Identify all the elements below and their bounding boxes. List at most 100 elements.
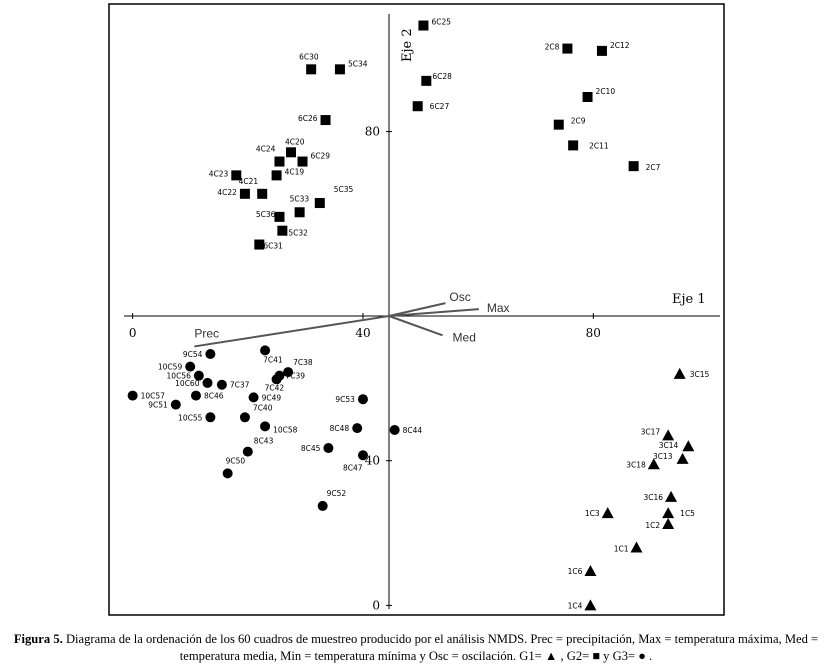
vector-osc-label: Osc bbox=[449, 290, 470, 304]
point-7c38-circle-marker bbox=[283, 367, 294, 378]
point-6c28-square-marker bbox=[421, 75, 432, 86]
point-1c4-triangle-marker bbox=[584, 599, 597, 611]
point-4c20-square-marker bbox=[285, 147, 296, 158]
point-10c59-circle-marker bbox=[185, 361, 196, 372]
point-8c43-label: 8C43 bbox=[254, 437, 274, 446]
vector-layer: Osc Max Med Prec bbox=[194, 290, 510, 348]
point-7c42-circle-marker bbox=[271, 374, 282, 385]
point-4c23-square-marker bbox=[231, 170, 242, 181]
point-5c34-label: 5C34 bbox=[348, 59, 368, 68]
point-9c50-circle-marker bbox=[222, 468, 233, 479]
point-8c47-circle-marker bbox=[357, 450, 368, 461]
point-10c55-circle-marker bbox=[205, 412, 216, 423]
point-2c8-square-marker bbox=[562, 43, 573, 54]
point-8c45-circle-marker bbox=[323, 443, 334, 454]
point-6c27-label: 6C27 bbox=[430, 102, 450, 111]
point-9c52-label: 9C52 bbox=[327, 489, 347, 498]
point-7c41-label: 7C41 bbox=[263, 355, 283, 364]
point-6c30-label: 6C30 bbox=[299, 52, 319, 61]
point-1c5-triangle-marker bbox=[662, 507, 675, 519]
caption-label: Figura 5. bbox=[13, 632, 63, 646]
point-8c45-label: 8C45 bbox=[301, 444, 321, 453]
x-tick-label: 40 bbox=[355, 326, 370, 340]
point-2c9-label: 2C9 bbox=[571, 117, 586, 126]
point-1c2-triangle-marker bbox=[662, 517, 675, 529]
plot-frame bbox=[108, 3, 725, 616]
point-8c46-label: 8C46 bbox=[204, 392, 224, 401]
point-9c51-label: 9C51 bbox=[148, 401, 168, 410]
point-2c7-label: 2C7 bbox=[646, 163, 661, 172]
point-10c56-label: 10C56 bbox=[167, 372, 192, 381]
point-1c6-triangle-marker bbox=[584, 565, 597, 577]
point-1c4-label: 1C4 bbox=[568, 601, 583, 610]
point-3c13-triangle-marker bbox=[676, 452, 689, 464]
point-7c37-circle-marker bbox=[216, 379, 227, 390]
vector-med-line bbox=[388, 315, 443, 337]
point-7c37-label: 7C37 bbox=[230, 381, 250, 390]
point-1c1-triangle-marker bbox=[630, 541, 643, 553]
vector-osc-line bbox=[388, 302, 446, 317]
point-7c39-label: 7C39 bbox=[285, 372, 305, 381]
point-5c33-label: 5C33 bbox=[290, 194, 310, 203]
point-3c18-triangle-marker bbox=[647, 458, 660, 470]
point-8c48-circle-marker bbox=[352, 423, 363, 434]
point-2c10-label: 2C10 bbox=[596, 87, 616, 96]
point-8c44-circle-marker bbox=[389, 424, 400, 435]
point-1c3-triangle-marker bbox=[601, 507, 614, 519]
point-10c57-label: 10C57 bbox=[141, 392, 166, 401]
point-3c16-label: 3C16 bbox=[643, 493, 663, 502]
point-3c14-label: 3C14 bbox=[659, 441, 679, 450]
point-5c34-square-marker bbox=[334, 64, 345, 75]
point-1c1-label: 1C1 bbox=[614, 545, 629, 554]
point-7c42-label: 7C42 bbox=[265, 383, 285, 392]
point-10c58-circle-marker bbox=[260, 421, 271, 432]
vector-prec-label: Prec bbox=[194, 326, 219, 340]
point-6c27-square-marker bbox=[412, 101, 423, 112]
point-4c21-square-marker bbox=[257, 188, 268, 199]
figure-caption: Figura 5. Diagrama de la ordenación de l… bbox=[2, 631, 830, 665]
point-4c23-label: 4C23 bbox=[209, 169, 229, 178]
point-3c15-triangle-marker bbox=[673, 367, 686, 379]
point-3c13-label: 3C13 bbox=[653, 452, 673, 461]
point-7c41-circle-marker bbox=[260, 345, 271, 356]
point-9c50-label: 9C50 bbox=[226, 456, 246, 465]
point-4c24-label: 4C24 bbox=[256, 145, 276, 154]
point-7c40-circle-marker bbox=[239, 412, 250, 423]
point-6c31-label: 6C31 bbox=[263, 242, 283, 251]
point-5c36-square-marker bbox=[274, 211, 285, 222]
points-layer: 3C15 3C17 3C14 3C13 3C18 3C16 1C3 1C5 1C2 1C1 1C6 1… bbox=[127, 18, 709, 611]
point-9c54-label: 9C54 bbox=[183, 350, 203, 359]
point-5c32-square-marker bbox=[277, 225, 288, 236]
point-10c56-circle-marker bbox=[193, 370, 204, 381]
point-6c29-square-marker bbox=[297, 156, 308, 167]
tick-layer: 0 40 80 80 40 0 bbox=[129, 125, 601, 613]
point-5c35-label: 5C35 bbox=[334, 185, 354, 194]
point-4c19-label: 4C19 bbox=[285, 167, 305, 176]
y-tick-label: 0 bbox=[372, 598, 380, 612]
point-5c33-square-marker bbox=[294, 207, 305, 218]
point-9c49-circle-marker bbox=[248, 392, 259, 403]
point-2c12-square-marker bbox=[596, 45, 607, 56]
vector-max-line bbox=[388, 308, 479, 317]
point-10c58-label: 10C58 bbox=[273, 425, 298, 434]
point-2c9-square-marker bbox=[553, 119, 564, 130]
x-tick-label: 80 bbox=[586, 326, 601, 340]
point-5c35-square-marker bbox=[314, 198, 325, 209]
point-4c24-square-marker bbox=[274, 156, 285, 167]
point-8c47-label: 8C47 bbox=[343, 463, 363, 472]
point-8c46-circle-marker bbox=[190, 390, 201, 401]
point-4c19-square-marker bbox=[271, 170, 282, 181]
point-9c54-circle-marker bbox=[205, 348, 216, 359]
y-tick-label: 40 bbox=[365, 454, 380, 468]
point-6c28-label: 6C28 bbox=[432, 72, 452, 81]
point-3c16-triangle-marker bbox=[665, 490, 678, 502]
point-3c17-label: 3C17 bbox=[641, 427, 661, 436]
point-4c22-square-marker bbox=[239, 188, 250, 199]
point-1c6-label: 1C6 bbox=[568, 567, 583, 576]
point-2c8-label: 2C8 bbox=[545, 43, 560, 52]
point-6c31-square-marker bbox=[254, 239, 265, 250]
point-6c26-square-marker bbox=[320, 115, 331, 126]
vector-max-label: Max bbox=[487, 301, 510, 315]
point-9c51-circle-marker bbox=[170, 399, 181, 410]
